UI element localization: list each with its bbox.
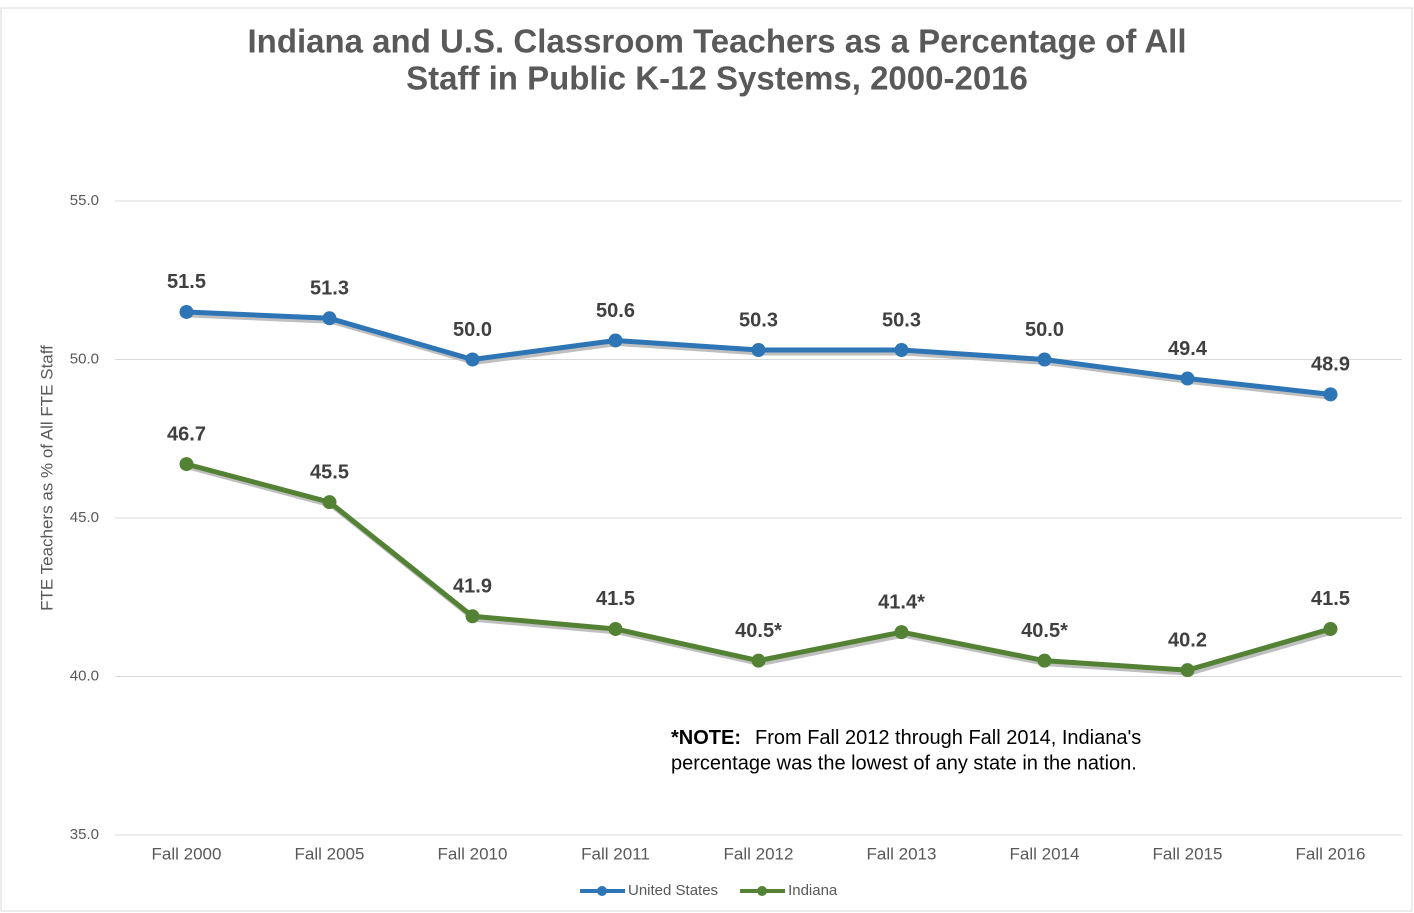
data-label: 51.3 [310, 278, 349, 300]
x-tick-label: Fall 2015 [1153, 844, 1223, 863]
y-tick-label: 40.0 [70, 667, 99, 684]
note-text: percentage was the lowest of any state i… [671, 752, 1137, 774]
data-label: 51.5 [167, 271, 206, 293]
data-label: 45.5 [310, 461, 349, 483]
point [608, 621, 623, 636]
x-tick-label: Fall 2005 [295, 844, 365, 863]
point [1323, 621, 1338, 636]
x-tick-label: Fall 2012 [724, 844, 794, 863]
point [322, 311, 337, 326]
data-label: 50.3 [739, 309, 778, 331]
y-tick-label: 35.0 [70, 826, 99, 843]
data-label: 50.6 [596, 300, 635, 322]
y-tick-label: 55.0 [70, 192, 99, 209]
data-label: 50.0 [1025, 319, 1064, 341]
data-label: 40.5* [1021, 620, 1068, 642]
chart-title: Staff in Public K-12 Systems, 2000-2016 [406, 60, 1028, 97]
legend-label: Indiana [788, 882, 838, 899]
point [179, 304, 194, 319]
point [465, 352, 480, 367]
data-label: 49.4 [1168, 338, 1208, 360]
point [1037, 653, 1052, 668]
data-label: 46.7 [167, 423, 206, 445]
note: *NOTE: From Fall 2012 through Fall 2014, … [671, 727, 1141, 749]
legend-marker [757, 886, 768, 896]
data-label: 41.5 [596, 588, 635, 610]
x-tick-label: Fall 2013 [867, 844, 937, 863]
x-tick-label: Fall 2010 [438, 844, 508, 863]
x-tick-label: Fall 2011 [581, 844, 650, 863]
point [1180, 663, 1195, 678]
chart-frame [0, 7, 1413, 912]
point [179, 457, 194, 472]
x-tick-label: Fall 2014 [1010, 844, 1080, 863]
point [1323, 387, 1338, 402]
data-label: 48.9 [1311, 354, 1350, 376]
data-label: 50.3 [882, 309, 921, 331]
legend-marker [597, 886, 607, 896]
note-text: From Fall 2012 through Fall 2014, Indian… [755, 727, 1141, 749]
data-label: 41.9 [453, 576, 492, 598]
point [894, 342, 909, 357]
data-label: 41.4* [878, 591, 925, 613]
chart-title: Indiana and U.S. Classroom Teachers as a… [248, 23, 1187, 60]
point [465, 609, 480, 624]
legend-label: United States [628, 882, 718, 899]
point [751, 342, 766, 357]
x-tick-label: Fall 2000 [152, 844, 222, 863]
note-label: *NOTE: [671, 727, 741, 749]
y-tick-label: 50.0 [70, 350, 99, 367]
y-tick-label: 45.0 [70, 509, 99, 526]
point [894, 625, 909, 640]
data-label: 40.5* [735, 620, 782, 642]
data-label: 41.5 [1311, 588, 1350, 610]
point [1037, 352, 1052, 367]
point [608, 333, 623, 348]
data-label: 50.0 [453, 319, 492, 341]
y-axis-label: FTE Teachers as % of All FTE Staff [37, 345, 56, 611]
point [751, 653, 766, 668]
data-label: 40.2 [1168, 629, 1207, 651]
point [322, 495, 337, 510]
point [1180, 371, 1195, 386]
x-tick-label: Fall 2016 [1296, 844, 1366, 863]
